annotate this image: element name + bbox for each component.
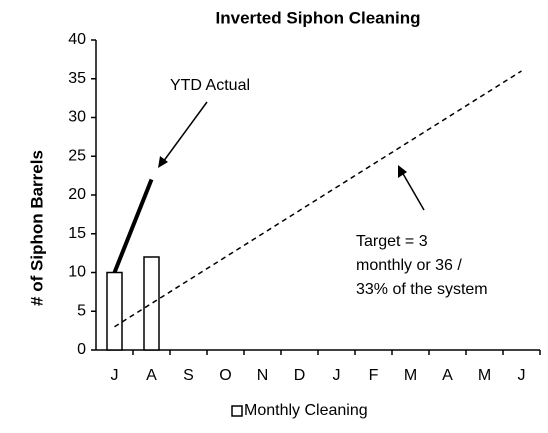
line [114,70,522,328]
x-tick-label: O [219,367,231,384]
y-axis-label: # of Siphon Barrels [27,150,46,306]
x-tick-label: M [404,367,417,384]
x-tick-label: F [369,367,379,384]
arrow-head [158,156,168,168]
y-tick-label: 15 [68,225,86,242]
bar [106,271,123,351]
x-tick-label: J [111,367,119,384]
annotation: YTD Actual [170,77,250,94]
y-tick-label: 30 [68,109,86,126]
legend-swatch [231,405,243,417]
y-tick-label: 5 [77,302,86,319]
y-tick-label: 10 [68,264,86,281]
x-tick-label: D [294,367,306,384]
x-tick-label: M [478,367,491,384]
annotation: 33% of the system [356,281,488,298]
x-tick-label: S [183,367,194,384]
x-tick-label: A [146,367,157,384]
y-tick-label: 0 [77,341,86,358]
x-tick-label: J [333,367,341,384]
y-tick-label: 25 [68,147,86,164]
arrow [162,101,208,163]
y-tick-label: 40 [68,31,86,48]
y-tick-label: 20 [68,186,86,203]
bar [143,256,160,351]
y-tick-label: 35 [68,70,86,87]
x-tick-label: A [442,367,453,384]
annotation: Target = 3 [356,233,428,250]
x-tick-label: J [518,367,526,384]
arrow-head [398,165,407,178]
chart-title: Inverted Siphon Cleaning [216,8,421,27]
annotation: monthly or 36 / [356,257,462,274]
x-tick-label: N [257,367,269,384]
arrow [401,171,425,211]
legend-label: Monthly Cleaning [244,402,368,419]
line [112,178,154,274]
